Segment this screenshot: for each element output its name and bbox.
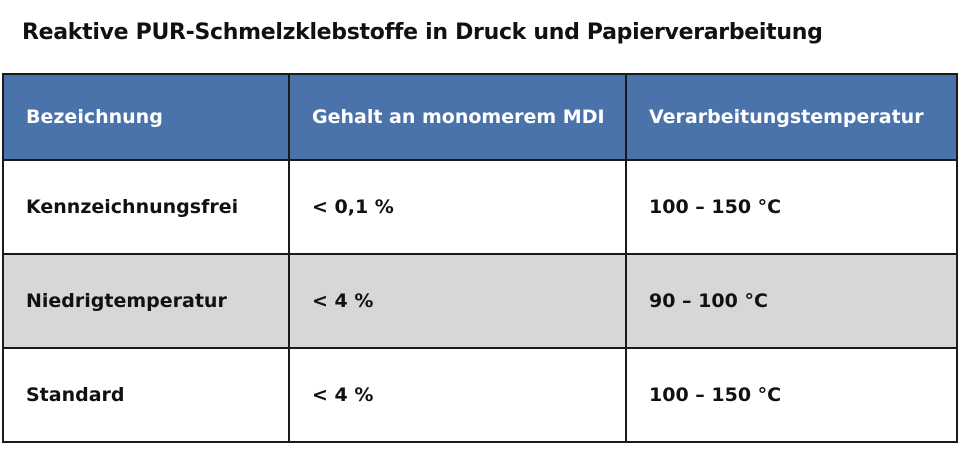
table-header-row: Bezeichnung Gehalt an monomerem MDI Vera… [2, 73, 958, 161]
table-cell: < 4 % [288, 253, 627, 349]
table-cell: 90 – 100 °C [625, 253, 958, 349]
table-row: Standard < 4 % 100 – 150 °C [2, 347, 958, 443]
table-cell: < 0,1 % [288, 159, 627, 255]
table-row: Niedrigtemperatur < 4 % 90 – 100 °C [2, 253, 958, 349]
table-cell: Standard [2, 347, 290, 443]
column-header-mdi-gehalt: Gehalt an monomerem MDI [288, 73, 627, 161]
table-row: Kennzeichnungsfrei < 0,1 % 100 – 150 °C [2, 159, 958, 255]
data-table: Bezeichnung Gehalt an monomerem MDI Vera… [2, 73, 958, 443]
column-header-temperatur: Verarbeitungstemperatur [625, 73, 958, 161]
table-cell: 100 – 150 °C [625, 159, 958, 255]
table-cell: Niedrigtemperatur [2, 253, 290, 349]
table-cell: < 4 % [288, 347, 627, 443]
column-header-bezeichnung: Bezeichnung [2, 73, 290, 161]
page-title: Reaktive PUR-Schmelzklebstoffe in Druck … [22, 20, 823, 45]
table-cell: Kennzeichnungsfrei [2, 159, 290, 255]
table-cell: 100 – 150 °C [625, 347, 958, 443]
